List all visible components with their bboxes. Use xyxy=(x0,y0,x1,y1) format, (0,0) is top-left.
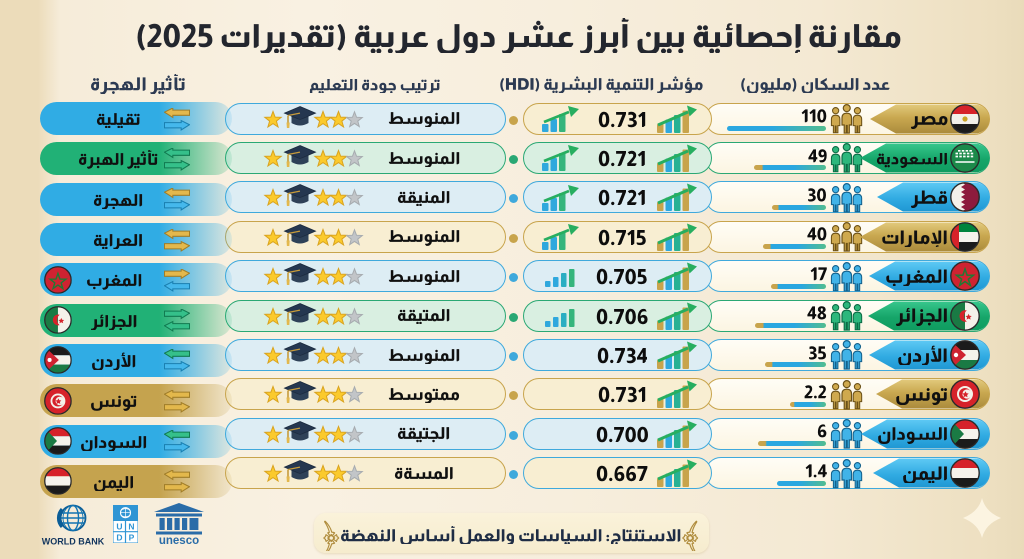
svg-text:U: U xyxy=(116,522,122,532)
svg-text:unesco: unesco xyxy=(159,535,199,547)
svg-text:N: N xyxy=(128,522,134,532)
svg-text:P: P xyxy=(129,533,135,543)
svg-text:D: D xyxy=(116,533,122,543)
svg-text:WORLD BANK: WORLD BANK xyxy=(42,537,105,547)
